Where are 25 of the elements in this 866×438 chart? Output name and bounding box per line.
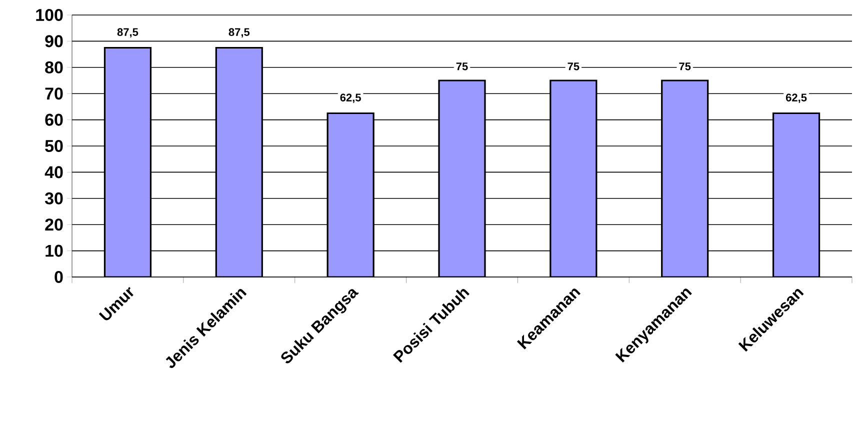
data-label: 87,5 <box>228 28 250 38</box>
bar <box>772 112 820 277</box>
y-tick-label: 10 <box>46 244 63 257</box>
data-label: 75 <box>568 62 580 70</box>
y-tick-label: 30 <box>44 192 63 204</box>
y-tick-label: 0 <box>54 270 63 284</box>
y-tick-label: 100 <box>36 8 63 22</box>
y-tick-label: 70 <box>45 88 63 100</box>
bar <box>661 80 709 277</box>
bar <box>326 112 374 277</box>
bar <box>215 46 263 277</box>
y-tick-label: 50 <box>45 140 63 152</box>
bar <box>104 46 152 277</box>
y-tick-label: 90 <box>45 35 63 48</box>
data-label: 62,5 <box>786 94 807 104</box>
data-label: 62,5 <box>340 94 361 104</box>
data-label: 87,5 <box>117 28 138 38</box>
data-label: 75 <box>456 62 468 70</box>
y-tick-label: 20 <box>45 218 63 231</box>
data-label: 75 <box>679 62 691 70</box>
y-tick-label: 60 <box>45 114 63 126</box>
y-tick-label: 40 <box>44 166 63 178</box>
bar <box>550 80 598 277</box>
bar <box>438 80 486 277</box>
y-tick-label: 80 <box>45 61 63 74</box>
